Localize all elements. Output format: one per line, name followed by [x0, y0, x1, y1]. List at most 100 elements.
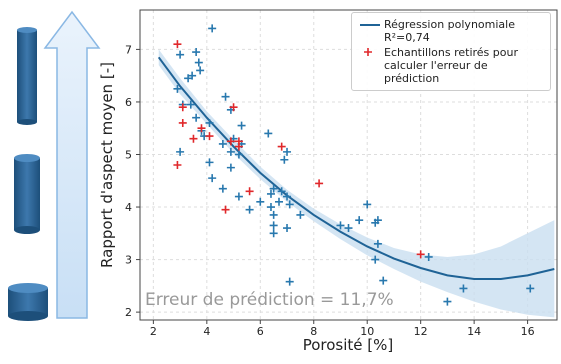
data-point	[237, 121, 246, 130]
data-point	[173, 161, 182, 169]
confidence-band	[158, 49, 555, 318]
data-point	[275, 197, 283, 206]
data-point	[205, 118, 214, 127]
data-point	[221, 92, 230, 101]
data-point	[269, 221, 278, 230]
data-point	[188, 71, 197, 80]
data-point	[269, 229, 278, 238]
y-tick-label: 5	[125, 148, 132, 161]
legend-key	[358, 18, 384, 31]
data-point	[173, 84, 182, 93]
data-point	[186, 100, 195, 109]
data-point	[336, 221, 345, 230]
y-tick-label: 2	[125, 306, 132, 319]
cylinder-medium	[14, 154, 40, 234]
data-point	[256, 197, 265, 206]
legend-text: Régression polynomiale R²=0,74	[384, 18, 544, 44]
regression-line	[157, 56, 555, 281]
data-point	[192, 48, 201, 57]
x-tick-label: 6	[257, 325, 264, 338]
data-point	[526, 284, 535, 293]
data-point	[245, 187, 254, 196]
data-point	[416, 250, 425, 259]
data-point	[178, 103, 187, 112]
data-point	[277, 142, 286, 151]
data-point	[315, 179, 324, 188]
data-point	[266, 189, 275, 198]
data-point	[379, 276, 388, 285]
x-tick-label: 14	[467, 325, 481, 338]
data-point	[280, 155, 289, 164]
data-point	[283, 192, 292, 201]
data-point	[173, 40, 182, 49]
data-point	[226, 137, 235, 146]
data-point	[192, 113, 201, 122]
plot-layer	[140, 10, 557, 320]
data-point	[189, 134, 198, 143]
data-point	[196, 66, 205, 75]
y-tick-label: 6	[125, 96, 132, 109]
data-point	[266, 203, 275, 212]
x-axis-label: Porosité [%]	[303, 336, 394, 354]
data-point	[424, 252, 433, 261]
data-point	[285, 277, 294, 286]
data-point	[176, 147, 185, 156]
y-tick-label: 7	[125, 43, 132, 56]
data-point	[208, 24, 217, 33]
legend-label: Régression polynomiale	[384, 18, 515, 31]
data-point	[245, 205, 254, 214]
data-point	[208, 174, 217, 183]
data-point	[226, 147, 235, 156]
data-point	[459, 284, 468, 293]
data-point	[264, 129, 273, 138]
data-point	[373, 216, 382, 225]
data-point	[344, 224, 353, 233]
data-point	[355, 216, 364, 225]
cylinder-tall	[17, 27, 37, 125]
legend-label: Echantillons retirés pour calculer l'err…	[384, 46, 518, 85]
data-point	[269, 184, 278, 193]
data-point	[285, 200, 294, 209]
data-point	[194, 58, 203, 67]
legend-entry: Echantillons retirés pour calculer l'err…	[358, 46, 544, 85]
x-tick-label: 8	[310, 325, 317, 338]
annotation: Erreur de prédiction = 11,7%	[145, 290, 394, 310]
data-point	[283, 147, 292, 156]
cylinder-short	[8, 283, 48, 321]
data-point	[371, 255, 380, 264]
data-point	[197, 124, 206, 133]
y-tick-label: 4	[125, 201, 132, 214]
data-point	[184, 74, 193, 83]
data-point	[226, 163, 235, 172]
data-point	[234, 150, 243, 159]
data-point	[363, 200, 372, 209]
data-point	[269, 210, 278, 219]
legend-entry: Régression polynomiale R²=0,74	[358, 18, 544, 44]
legend-key	[358, 46, 384, 59]
legend: Régression polynomiale R²=0,74 Echantillon…	[351, 12, 551, 91]
data-point	[277, 187, 286, 196]
x-tick-label: 16	[521, 325, 535, 338]
data-point	[373, 239, 382, 248]
x-tick-label: 2	[150, 325, 157, 338]
legend-note: R²=0,74	[384, 31, 430, 44]
data-point	[443, 297, 452, 306]
y-axis-label: Rapport d'aspect moyen [-]	[98, 62, 116, 268]
x-tick-label: 10	[360, 325, 374, 338]
x-tick-label: 12	[414, 325, 428, 338]
data-point	[178, 118, 187, 127]
data-point	[218, 139, 227, 148]
data-point	[218, 184, 227, 193]
data-point	[234, 137, 243, 146]
data-point	[221, 205, 230, 214]
data-point	[176, 50, 185, 59]
data-point	[296, 210, 305, 219]
arrow	[43, 10, 101, 319]
data-point	[234, 192, 243, 201]
y-tick-label: 3	[125, 254, 132, 267]
data-point	[205, 158, 214, 167]
plot-frame	[139, 9, 558, 321]
x-tick-label: 4	[203, 325, 210, 338]
